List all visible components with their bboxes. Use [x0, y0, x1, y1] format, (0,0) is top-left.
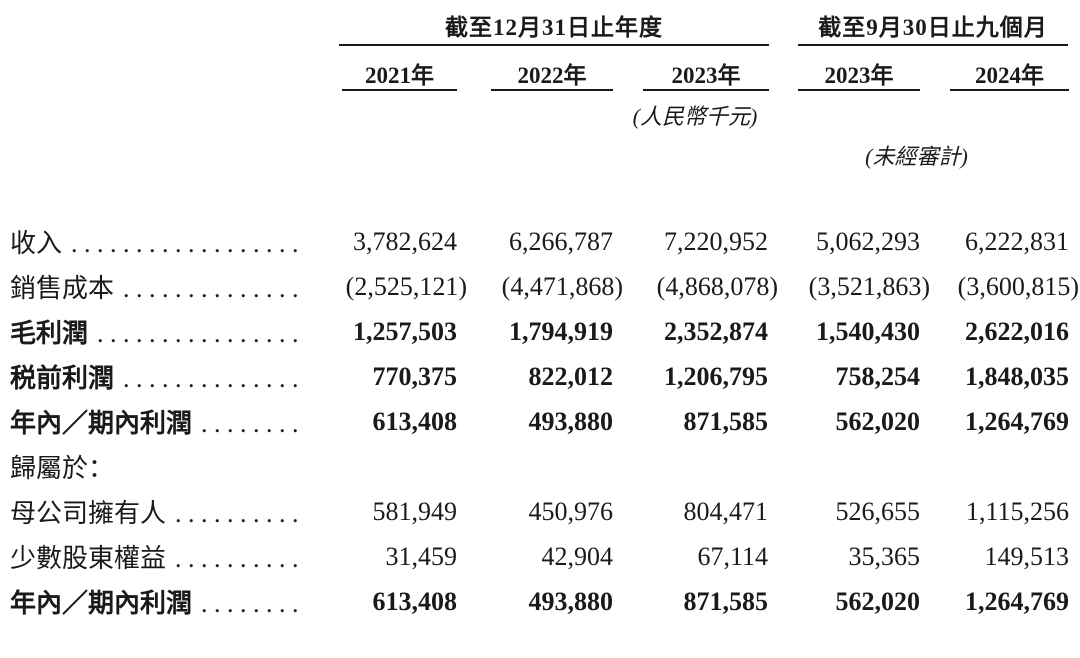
value-cell: 2,352,874	[664, 316, 768, 346]
value-cell: 3,782,624	[353, 226, 457, 256]
row-label: 少數股東權益	[10, 544, 167, 573]
unaudited-note: (未經審計)	[865, 144, 968, 169]
column-underline	[643, 89, 769, 91]
value-cell: (2,525,121)	[345, 271, 467, 301]
dot-leader	[175, 499, 305, 529]
year-column-header-2023-interim: 2023年	[824, 63, 894, 88]
row-label: 銷售成本	[10, 274, 115, 303]
dot-leader	[97, 319, 305, 349]
value-cell: 5,062,293	[816, 226, 920, 256]
value-cell: (3,521,863)	[808, 271, 930, 301]
year-column-header-2022: 2022年	[517, 63, 587, 88]
value-cell: 613,408	[372, 586, 458, 616]
value-cell: 31,459	[385, 541, 458, 571]
row-label: 年內／期內利潤	[10, 589, 193, 618]
table-row-profit-for-period: 年內／期內利潤 613,408 493,880 871,585 562,020 …	[0, 399, 1080, 444]
value-cell: (3,600,815)	[957, 271, 1079, 301]
value-cell: 1,206,795	[664, 361, 768, 391]
table-row-non-controlling-interests: 少數股東權益 31,459 42,904 67,114 35,365 149,5…	[0, 534, 1080, 579]
table-body: 收入 3,782,624 6,266,787 7,220,952 5,062,2…	[0, 219, 1080, 624]
value-cell: 1,794,919	[509, 316, 613, 346]
group-rule-annual	[339, 44, 769, 46]
value-cell: (4,471,868)	[501, 271, 623, 301]
column-underline	[798, 89, 920, 91]
value-cell: 493,880	[528, 406, 614, 436]
table-row-gross-profit: 毛利潤 1,257,503 1,794,919 2,352,874 1,540,…	[0, 309, 1080, 354]
value-cell: 822,012	[528, 361, 614, 391]
value-cell: 42,904	[541, 541, 614, 571]
value-cell: 1,264,769	[965, 586, 1069, 616]
dot-leader	[123, 364, 305, 394]
value-cell: 871,585	[683, 406, 769, 436]
row-label: 税前利潤	[10, 364, 115, 393]
row-label: 歸屬於：	[10, 454, 115, 483]
value-cell: 562,020	[835, 586, 921, 616]
value-cell: 1,115,256	[965, 496, 1069, 526]
value-cell: 493,880	[528, 586, 614, 616]
value-cell: 2,622,016	[965, 316, 1069, 346]
dot-leader	[123, 274, 305, 304]
table-row-owners-of-parent: 母公司擁有人 581,949 450,976 804,471 526,655 1…	[0, 489, 1080, 534]
value-cell: (4,868,078)	[656, 271, 778, 301]
value-cell: 1,540,430	[816, 316, 920, 346]
value-cell: 526,655	[835, 496, 921, 526]
dot-leader	[71, 229, 305, 259]
year-column-header-2021: 2021年	[365, 63, 434, 88]
value-cell: 7,220,952	[664, 226, 768, 256]
table-row-profit-for-period-total: 年內／期內利潤 613,408 493,880 871,585 562,020 …	[0, 579, 1080, 624]
dot-leader	[175, 544, 305, 574]
year-column-header-2024-interim: 2024年	[975, 63, 1044, 88]
column-underline	[491, 89, 613, 91]
value-cell: 450,976	[528, 496, 614, 526]
value-cell: 758,254	[835, 361, 921, 391]
dot-leader	[201, 589, 305, 619]
row-label: 年內／期內利潤	[10, 409, 193, 438]
value-cell: 613,408	[372, 406, 458, 436]
value-cell: 1,848,035	[965, 361, 1069, 391]
period-group-annual-title: 截至12月31日止年度	[445, 15, 663, 40]
row-label: 毛利潤	[10, 319, 89, 348]
value-cell: 581,949	[372, 496, 458, 526]
dot-leader	[201, 409, 305, 439]
value-cell: 804,471	[683, 496, 769, 526]
table-row-revenue: 收入 3,782,624 6,266,787 7,220,952 5,062,2…	[0, 219, 1080, 264]
table-row-attributable-to: 歸屬於：	[0, 444, 1080, 489]
column-underline	[950, 89, 1069, 91]
table-row-cost-of-sales: 銷售成本 (2,525,121) (4,471,868) (4,868,078)…	[0, 264, 1080, 309]
value-cell: 6,266,787	[509, 226, 613, 256]
table-row-profit-before-tax: 税前利潤 770,375 822,012 1,206,795 758,254 1…	[0, 354, 1080, 399]
value-cell: 149,513	[984, 541, 1070, 571]
value-cell: 6,222,831	[965, 226, 1069, 256]
row-label: 母公司擁有人	[10, 499, 167, 528]
value-cell: 770,375	[372, 361, 458, 391]
value-cell: 1,264,769	[965, 406, 1069, 436]
column-underline	[342, 89, 457, 91]
currency-unit-note: (人民幣千元)	[632, 104, 758, 129]
value-cell: 1,257,503	[353, 316, 457, 346]
year-column-header-2023: 2023年	[671, 63, 741, 88]
value-cell: 871,585	[683, 586, 769, 616]
group-rule-interim	[798, 44, 1068, 46]
value-cell: 67,114	[697, 541, 768, 571]
row-label: 收入	[10, 229, 63, 258]
period-group-interim-title: 截至9月30日止九個月	[818, 15, 1048, 40]
value-cell: 35,365	[848, 541, 921, 571]
value-cell: 562,020	[835, 406, 921, 436]
